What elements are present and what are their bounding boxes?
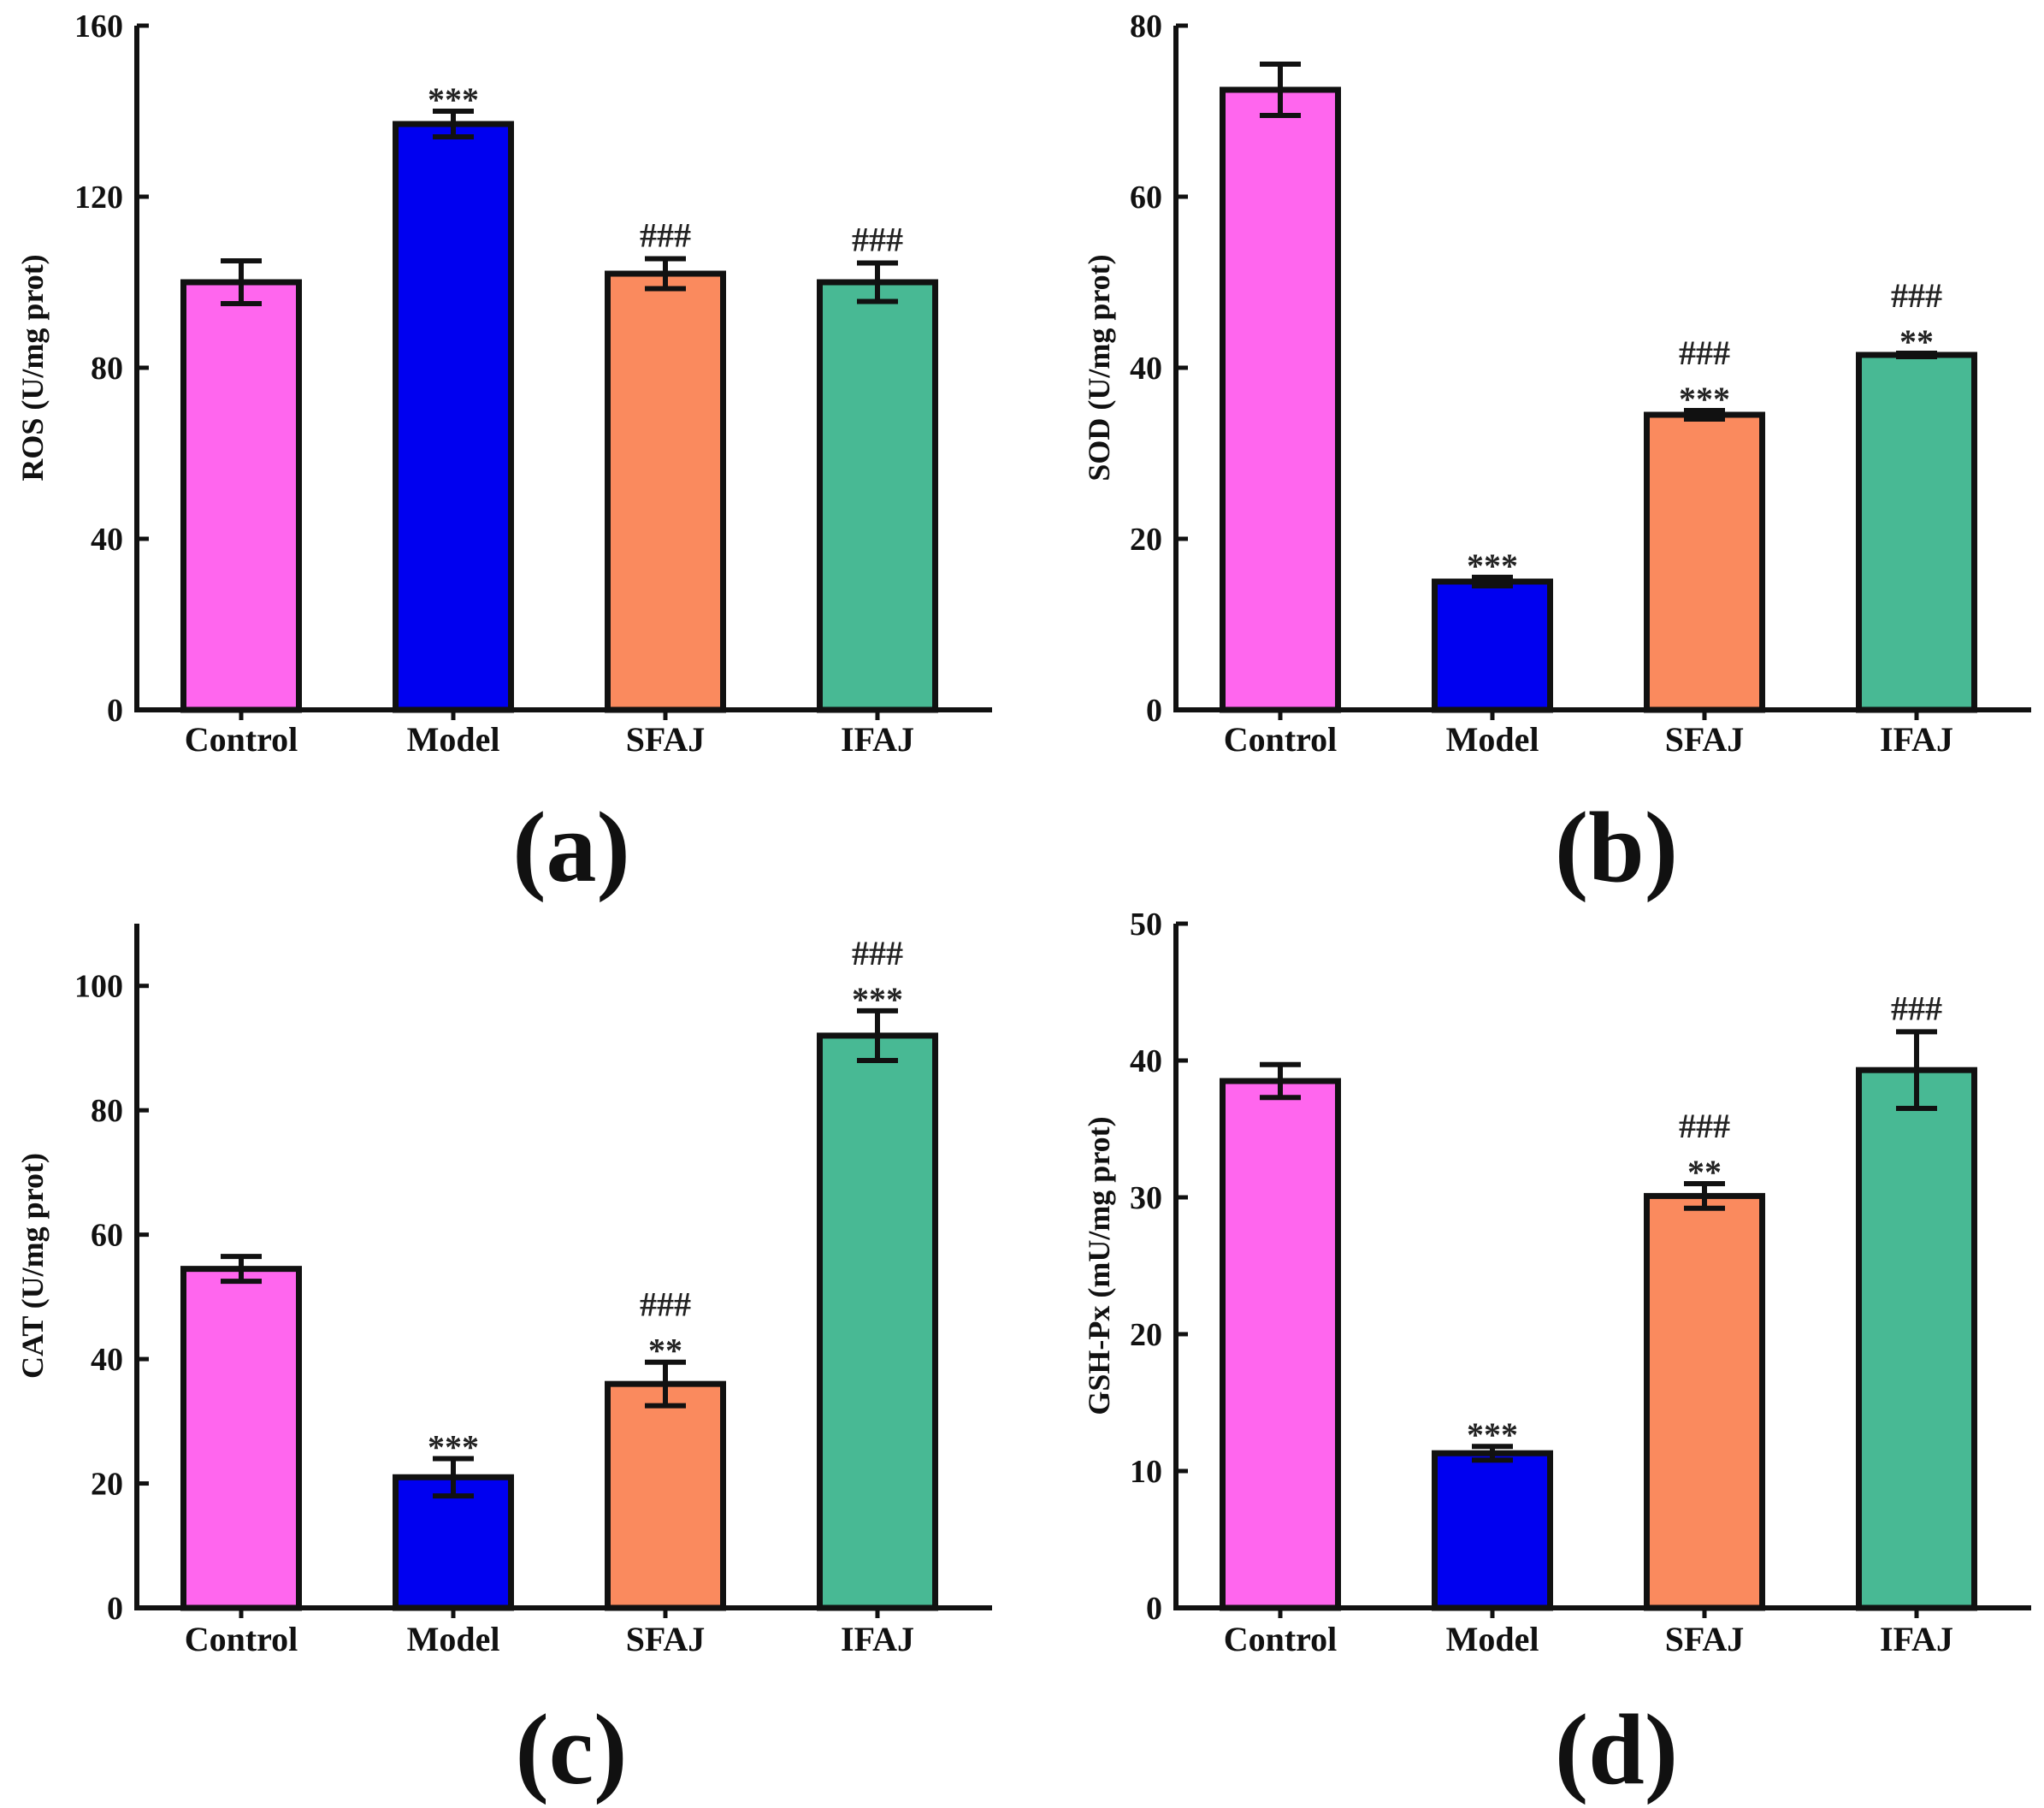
x-tick-label: Control xyxy=(1224,1620,1338,1658)
significance-label: *** xyxy=(1467,1415,1518,1454)
bar-control xyxy=(180,1266,302,1611)
y-tick-label: 40 xyxy=(91,522,123,558)
bar-control xyxy=(180,279,302,713)
x-tick-label: SFAJ xyxy=(1665,1620,1745,1658)
chart-panel-b: 0 20 40 60 80 SOD (U/mg prot) Control *** Model #… xyxy=(1082,9,2031,903)
y-tick-label: 40 xyxy=(1130,1043,1162,1079)
y-axis-title: SOD (U/mg prot) xyxy=(1082,254,1116,481)
y-tick-label: 0 xyxy=(107,1591,123,1627)
significance-label: ### xyxy=(640,216,691,255)
significance-label: ### xyxy=(1891,989,1942,1027)
panel-label: (b) xyxy=(1555,791,1678,903)
chart-panel-a: 0 40 80 120 160 ROS (U/mg prot) Control *** Mode… xyxy=(15,9,992,903)
y-tick-label: 60 xyxy=(91,1218,123,1254)
bar-control xyxy=(1220,86,1341,713)
bar-model xyxy=(1432,578,1553,713)
y-tick-label: 80 xyxy=(91,1093,123,1129)
bar-sfaj xyxy=(1644,1192,1765,1611)
y-tick-label: 60 xyxy=(1130,180,1162,216)
bar-model xyxy=(1432,1450,1553,1611)
x-tick-label: Control xyxy=(185,720,298,759)
y-tick-label: 50 xyxy=(1130,907,1162,942)
significance-label: *** xyxy=(428,1427,479,1466)
bar-sfaj xyxy=(605,1380,726,1611)
y-tick-label: 20 xyxy=(1130,1317,1162,1353)
y-tick-label: 0 xyxy=(107,693,123,729)
bar-model xyxy=(393,1474,514,1611)
y-tick-label: 0 xyxy=(1146,1591,1162,1627)
significance-label: ### xyxy=(1679,1107,1730,1145)
x-tick-label: IFAJ xyxy=(841,1620,914,1658)
y-tick-label: 10 xyxy=(1130,1454,1162,1490)
bar-model xyxy=(393,121,514,713)
bar-ifaj xyxy=(1856,1066,1977,1611)
x-tick-label: SFAJ xyxy=(626,720,706,759)
y-tick-label: 30 xyxy=(1130,1180,1162,1216)
significance-label: ### xyxy=(852,934,903,972)
panel-label: (c) xyxy=(516,1693,628,1805)
bar-ifaj xyxy=(1856,352,1977,713)
x-tick-label: Model xyxy=(1446,1620,1539,1658)
bar-ifaj xyxy=(817,279,938,713)
y-axis-title: GSH-Px (mU/mg prot) xyxy=(1082,1116,1116,1415)
significance-label: ** xyxy=(1899,322,1934,361)
bar-sfaj xyxy=(1644,411,1765,713)
bar-control xyxy=(1220,1078,1341,1611)
y-tick-label: 0 xyxy=(1146,693,1162,729)
x-tick-label: Model xyxy=(407,1620,500,1658)
y-tick-label: 20 xyxy=(1130,522,1162,558)
significance-label: ** xyxy=(648,1332,682,1370)
x-tick-label: Model xyxy=(1446,720,1539,759)
significance-label: ** xyxy=(1687,1153,1722,1191)
x-tick-label: IFAJ xyxy=(1880,1620,1953,1658)
x-tick-label: Control xyxy=(185,1620,298,1658)
y-tick-label: 20 xyxy=(91,1467,123,1503)
y-axis-title: ROS (U/mg prot) xyxy=(15,254,50,481)
x-tick-label: SFAJ xyxy=(1665,720,1745,759)
y-tick-label: 160 xyxy=(74,9,123,44)
x-tick-label: Control xyxy=(1224,720,1338,759)
x-tick-label: SFAJ xyxy=(626,1620,706,1658)
x-tick-label: IFAJ xyxy=(1880,720,1953,759)
significance-label: *** xyxy=(428,80,479,119)
y-tick-label: 80 xyxy=(91,351,123,387)
significance-label: ### xyxy=(1891,276,1942,315)
x-tick-label: Model xyxy=(407,720,500,759)
y-axis-title: CAT (U/mg prot) xyxy=(15,1153,50,1379)
significance-label: ### xyxy=(1679,334,1730,372)
panel-label: (a) xyxy=(512,791,630,903)
y-tick-label: 120 xyxy=(74,180,123,216)
bar-sfaj xyxy=(605,270,726,713)
significance-label: *** xyxy=(1467,547,1518,585)
y-tick-label: 40 xyxy=(1130,351,1162,387)
y-tick-label: 80 xyxy=(1130,9,1162,44)
significance-label: *** xyxy=(852,980,903,1019)
significance-label: ### xyxy=(640,1285,691,1324)
y-tick-label: 40 xyxy=(91,1342,123,1378)
panel-label: (d) xyxy=(1555,1693,1678,1805)
chart-panel-c: 0 20 40 60 80 100 CAT (U/mg prot) Control *** Mod… xyxy=(15,924,992,1805)
significance-label: ### xyxy=(852,221,903,259)
significance-label: *** xyxy=(1679,380,1730,418)
bar-ifaj xyxy=(817,1032,938,1611)
x-tick-label: IFAJ xyxy=(841,720,914,759)
y-tick-label: 100 xyxy=(74,969,123,1005)
